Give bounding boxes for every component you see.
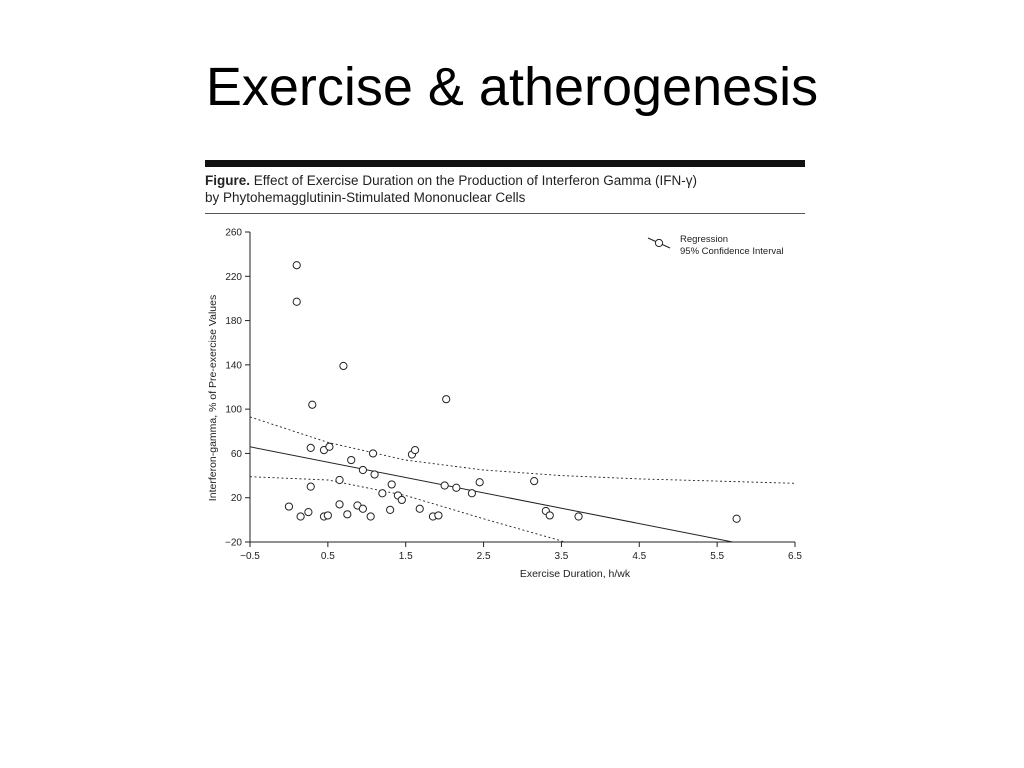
data-point <box>358 465 367 475</box>
figure-caption-lead: Figure. <box>205 173 251 188</box>
y-tick-label: 20 <box>231 493 243 504</box>
data-point <box>335 500 344 509</box>
legend-label: Regression <box>680 234 728 245</box>
data-point <box>415 504 424 513</box>
data-point <box>442 395 451 404</box>
data-point <box>366 512 375 521</box>
legend-label: 95% Confidence Interval <box>680 246 784 257</box>
data-point <box>308 400 317 409</box>
data-point <box>347 455 356 465</box>
figure-caption-line2: by Phytohemagglutinin-Stimulated Mononuc… <box>205 190 526 205</box>
x-tick-label: 5.5 <box>710 551 724 562</box>
y-tick-label: 260 <box>225 228 242 239</box>
data-point <box>434 511 443 520</box>
y-tick-label: 220 <box>225 272 242 283</box>
y-axis-label: Interferon-gamma, % of Pre-exercise Valu… <box>207 295 219 501</box>
x-tick-label: 1.5 <box>399 551 413 562</box>
x-axis-label: Exercise Duration, h/wk <box>520 568 631 580</box>
x-tick-label: 4.5 <box>632 551 646 562</box>
figure-caption-rule <box>205 213 805 214</box>
y-tick-label: 180 <box>225 316 242 327</box>
data-point <box>545 511 554 520</box>
data-point <box>387 480 396 489</box>
data-point <box>292 261 301 270</box>
ci-upper-line <box>250 416 795 484</box>
data-point <box>306 482 315 491</box>
chart-axes <box>249 232 795 543</box>
chart-lines <box>250 416 795 542</box>
data-point <box>368 449 378 458</box>
data-point <box>467 489 476 498</box>
x-tick-label: 0.5 <box>321 551 335 562</box>
data-point <box>306 443 315 452</box>
x-tick-label: 6.5 <box>788 551 802 562</box>
legend-regression-marker <box>654 238 664 248</box>
chart-points <box>284 261 741 523</box>
data-point <box>410 446 420 455</box>
x-tick-label: −0.5 <box>240 551 260 562</box>
data-point <box>378 489 387 498</box>
figure-caption-line1: Effect of Exercise Duration on the Produ… <box>250 173 697 188</box>
chart-ticks: −20 20 60 100 140 180 220 260 −0.5 0.5 1.5 2.5 3.5 4.… <box>225 228 802 563</box>
scatter-chart: −20 20 60 100 140 180 220 260 −0.5 0.5 1.5 2.5 3.5 4.… <box>207 228 802 581</box>
data-point <box>343 510 352 519</box>
figure-caption: Figure. Effect of Exercise Duration on t… <box>205 172 805 206</box>
data-point <box>325 442 334 451</box>
data-point <box>335 475 344 485</box>
data-point <box>370 470 379 479</box>
x-tick-label: 3.5 <box>554 551 568 562</box>
y-tick-label: 60 <box>231 449 243 460</box>
regression-line <box>250 446 733 542</box>
data-point <box>292 297 301 306</box>
data-point <box>574 512 583 521</box>
data-point <box>386 505 395 514</box>
x-tick-label: 2.5 <box>477 551 491 562</box>
data-point <box>358 504 367 513</box>
slide-title: Exercise & atherogenesis <box>205 57 819 117</box>
data-point <box>284 502 294 511</box>
y-tick-label: 140 <box>225 360 242 371</box>
data-point <box>296 512 305 521</box>
y-tick-label: −20 <box>225 538 242 549</box>
data-point <box>732 514 741 523</box>
data-point <box>304 508 313 517</box>
figure-header-bar <box>205 160 805 167</box>
data-point <box>339 361 348 371</box>
data-point <box>475 478 484 487</box>
ci-lower-line <box>250 476 566 542</box>
y-tick-label: 100 <box>225 405 242 416</box>
data-point <box>440 481 449 490</box>
data-point <box>530 477 539 486</box>
data-point <box>452 483 461 492</box>
data-point <box>397 495 406 505</box>
data-point <box>323 511 332 520</box>
